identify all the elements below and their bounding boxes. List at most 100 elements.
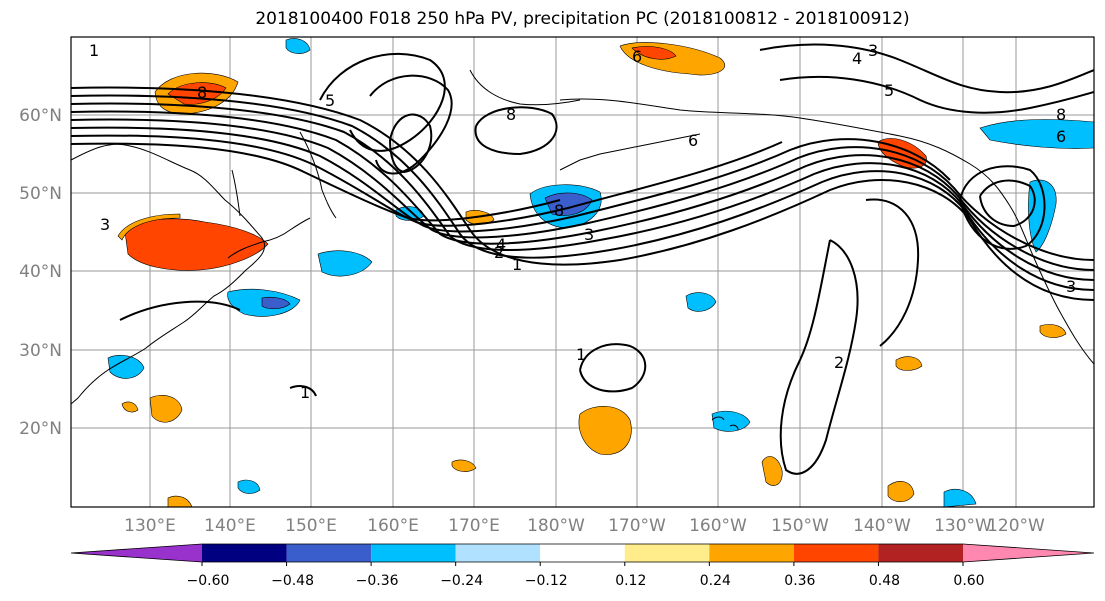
precip-patch-small-pos7 bbox=[121, 401, 139, 413]
pv-contour-5 bbox=[71, 118, 1094, 261]
colorbar-tick-labels: −0.60 −0.48 −0.36 −0.24 −0.12 0.12 0.24 0.36 0.4… bbox=[187, 562, 985, 589]
precip-patch-small-pos5 bbox=[1039, 324, 1067, 338]
precip-patch-small-pos6 bbox=[895, 356, 923, 371]
longitude-tick-label: 170°W bbox=[608, 516, 666, 536]
contour-label: 8 bbox=[506, 105, 516, 124]
contour-label: 3 bbox=[100, 215, 110, 234]
longitude-tick-label: 150°W bbox=[771, 516, 829, 536]
colorbar-segment bbox=[793, 544, 879, 562]
longitude-tick-label: 180°W bbox=[527, 516, 585, 536]
precip-patch-east-asia-edge bbox=[117, 213, 181, 241]
contour-label: 4 bbox=[496, 235, 506, 254]
coast-kamchatka bbox=[299, 131, 337, 219]
contour-label: 8 bbox=[197, 83, 207, 102]
colorbar-segment bbox=[540, 544, 625, 562]
colorbar-tick-label: −0.36 bbox=[356, 573, 399, 589]
coast-japan bbox=[227, 217, 311, 259]
pv-contours bbox=[71, 43, 1094, 475]
colorbar-tick-label: 0.36 bbox=[784, 573, 815, 589]
precip-patch-japan-neg2 bbox=[261, 296, 291, 310]
contour-label: 1 bbox=[300, 383, 310, 402]
pv-contour-closed bbox=[579, 343, 647, 393]
colorbar-segment bbox=[71, 544, 202, 562]
colorbar-tick-label: −0.48 bbox=[271, 573, 314, 589]
contour-label: 2 bbox=[494, 243, 504, 262]
colorbar bbox=[70, 543, 1095, 563]
colorbar-segment bbox=[878, 544, 963, 562]
coastlines bbox=[71, 69, 1094, 431]
pv-contour-6 bbox=[71, 126, 951, 233]
contour-label: 1 bbox=[512, 255, 522, 274]
pv-contour-coast-low2 bbox=[959, 165, 1046, 250]
colorbar-tick-label: −0.60 bbox=[187, 573, 230, 589]
map-title: 2018100400 F018 250 hPa PV, precipitatio… bbox=[255, 9, 910, 29]
precip-patch-kuril-neg bbox=[317, 250, 373, 277]
colorbar-segment bbox=[624, 544, 710, 562]
pv-contour-4 bbox=[71, 110, 1094, 271]
precip-patch-small-neg2 bbox=[685, 292, 717, 312]
contour-label: 6 bbox=[632, 47, 642, 66]
contour-label: 8 bbox=[554, 201, 564, 220]
contour-label: 2 bbox=[834, 353, 844, 372]
pv-contour-ne2 bbox=[779, 75, 1094, 114]
latitude-tick-label: 50°N bbox=[19, 184, 62, 204]
pv-contour-trough2 bbox=[865, 198, 920, 347]
pv-contour-low bbox=[474, 106, 558, 156]
precip-patch-small-pos9 bbox=[451, 459, 477, 472]
latitude-tick-label: 20°N bbox=[19, 419, 62, 439]
longitude-tick-label: 140°E bbox=[204, 516, 256, 536]
colorbar-tick-label: −0.12 bbox=[525, 573, 568, 589]
pv-contour-labels: 1 3 8 5 8 2 1 4 3 8 6 6 5 3 4 8 6 3 1 2 … bbox=[89, 41, 1076, 402]
colorbar-segment bbox=[371, 544, 456, 562]
longitude-tick-label: 130°E bbox=[124, 516, 176, 536]
precip-patch-small-pos4 bbox=[465, 210, 495, 225]
map-frame bbox=[70, 36, 1095, 508]
precip-patch-small-neg3 bbox=[943, 489, 977, 507]
contour-label: 6 bbox=[688, 131, 698, 150]
contour-label: 3 bbox=[584, 225, 594, 244]
precip-patch-small-neg1 bbox=[107, 355, 145, 379]
pv-contour-ridge2 bbox=[369, 74, 453, 175]
coast-sakhalin bbox=[231, 169, 241, 217]
longitude-tick-label: 150°E bbox=[285, 516, 337, 536]
coast-alaska bbox=[559, 98, 1094, 365]
contour-label: 4 bbox=[852, 49, 862, 68]
contour-label: 3 bbox=[868, 41, 878, 60]
longitude-tick-label: 140°W bbox=[853, 516, 911, 536]
colorbar-tick-label: 0.60 bbox=[953, 573, 984, 589]
precip-patch-canada-neg bbox=[979, 119, 1094, 149]
pv-contour-1 bbox=[71, 86, 1094, 301]
precip-patch-bering-core bbox=[631, 46, 677, 60]
pv-contour-west-wave bbox=[119, 300, 317, 397]
colorbar-tick-label: 0.48 bbox=[869, 573, 900, 589]
precip-patch-small-pos2 bbox=[761, 456, 783, 486]
colorbar-segment bbox=[963, 544, 1094, 562]
coast-asia bbox=[71, 143, 266, 405]
longitude-labels: 130°E 140°E 150°E 160°E 170°E 180°W 170°W 160°W… bbox=[124, 516, 1045, 536]
precip-patch-small-pos3 bbox=[887, 481, 915, 503]
contour-label: 8 bbox=[1056, 105, 1066, 124]
pv-contour-ridge3 bbox=[389, 113, 433, 174]
contour-label: 5 bbox=[884, 81, 894, 100]
colorbar-segment bbox=[286, 544, 372, 562]
pv-contour-8 bbox=[71, 142, 561, 222]
latitude-tick-label: 60°N bbox=[19, 106, 62, 126]
latitude-tick-label: 30°N bbox=[19, 341, 62, 361]
longitude-tick-label: 160°W bbox=[689, 516, 747, 536]
longitude-tick-label: 120°W bbox=[987, 516, 1045, 536]
contour-label: 3 bbox=[1066, 277, 1076, 296]
colorbar-tick-label: 0.12 bbox=[615, 573, 646, 589]
contour-label: 1 bbox=[89, 41, 99, 60]
contour-label: 6 bbox=[1056, 127, 1066, 146]
pv-contour-7 bbox=[71, 134, 783, 227]
precip-patch-subtrop-pos bbox=[578, 405, 632, 455]
colorbar-segment bbox=[709, 544, 794, 562]
coast-hawaii bbox=[711, 416, 739, 431]
precip-patch-hawaii-neg bbox=[711, 410, 751, 432]
pv-contour-coast-low bbox=[979, 179, 1036, 228]
precip-patch-small-neg4 bbox=[285, 38, 311, 54]
precip-patch-small-pos8 bbox=[167, 495, 193, 507]
coast-aleutians bbox=[559, 133, 701, 171]
longitude-tick-label: 170°E bbox=[448, 516, 500, 536]
